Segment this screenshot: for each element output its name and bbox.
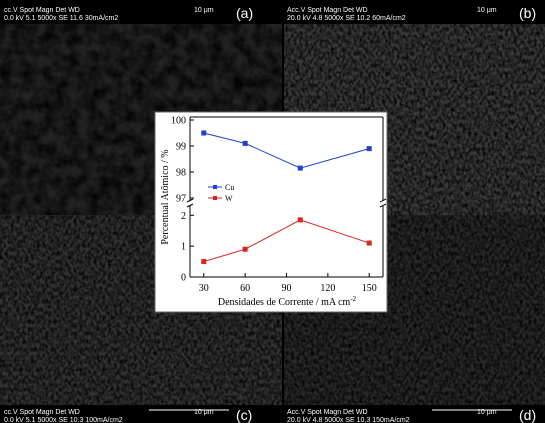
data-point: [201, 131, 206, 136]
data-point: [367, 241, 372, 246]
sem-info: Acc.V Spot Magn Det WD: [287, 409, 368, 416]
panel-label: (d): [519, 407, 536, 423]
panel-label: (c): [236, 407, 252, 423]
y-tick-label: 98: [176, 168, 186, 179]
x-tick-label: 60: [240, 283, 250, 294]
y-tick-label: 100: [171, 116, 186, 127]
y-tick-label: 97: [176, 194, 186, 205]
sem-info: 20.0 kV 4.8 5000x SE 10.3 150mA/cm2: [287, 417, 410, 423]
panel-label: (a): [236, 5, 253, 21]
sem-info: cc.V Spot Magn Det WD: [4, 7, 80, 14]
legend-label: W: [225, 194, 233, 203]
data-point: [367, 146, 372, 151]
scale-label: 10 μm: [194, 7, 214, 14]
legend-marker: [213, 196, 217, 200]
y-tick-label: 0: [181, 273, 186, 284]
data-point: [201, 259, 206, 264]
figure: cc.V Spot Magn Det WD0.0 kV 5.1 5000x SE…: [0, 0, 545, 423]
data-point: [298, 166, 303, 171]
sem-info: 0.0 kV 5.1 5000x SE 11.6 30mA/cm2: [4, 15, 118, 22]
x-axis-label-superscript: -2: [350, 295, 356, 303]
x-tick-label: 120: [320, 283, 335, 294]
y-axis-label: Percentual Atômico / %: [160, 149, 171, 244]
sem-info: 20.0 kV 4.8 5000x SE 10.2 60mA/cm2: [287, 15, 406, 22]
sem-info: Acc.V Spot Magn Det WD: [287, 7, 368, 14]
data-point: [298, 217, 303, 222]
y-tick-label: 1: [181, 242, 186, 253]
legend-label: Cu: [225, 183, 234, 192]
legend-marker: [213, 185, 217, 189]
y-tick-label: 2: [181, 211, 186, 222]
sem-info: cc.V Spot Magn Det WD: [4, 409, 80, 416]
x-tick-label: 150: [362, 283, 377, 294]
panel-label: (b): [519, 5, 536, 21]
sem-info: 0.0 kV 5.1 5000x SE 10.3 100mA/cm2: [4, 417, 123, 423]
data-point: [243, 247, 248, 252]
inset-chart: 97 98 99 100 0 1 2 30 60 90 120 150 Densidades de Co…: [155, 112, 387, 312]
x-axis-label: Densidades de Corrente / mA cm-2: [218, 295, 357, 308]
y-tick-label: 99: [176, 142, 186, 153]
data-point: [243, 141, 248, 146]
x-tick-label: 90: [282, 283, 292, 294]
x-tick-label: 30: [199, 283, 209, 294]
scale-label: 10 μm: [477, 7, 497, 14]
